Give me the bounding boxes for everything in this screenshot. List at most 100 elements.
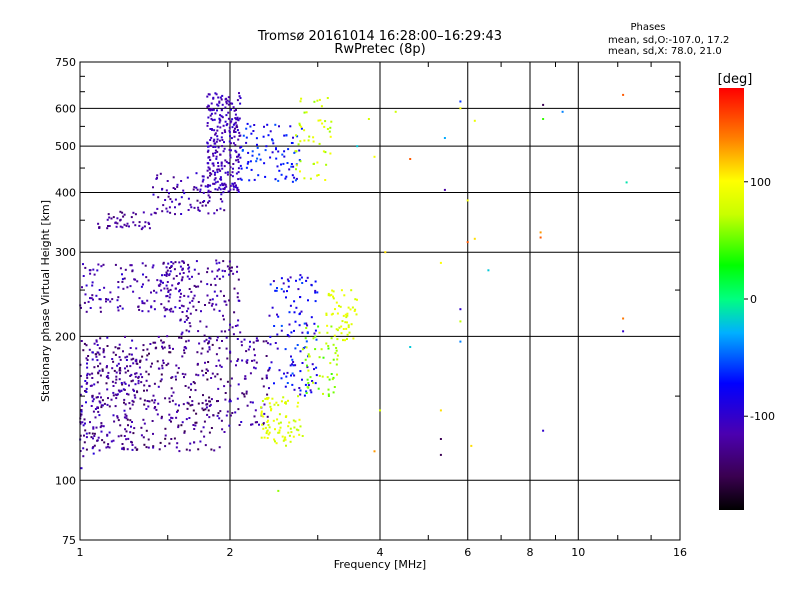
data-point bbox=[263, 436, 266, 439]
data-point bbox=[208, 431, 211, 434]
data-point bbox=[131, 421, 133, 423]
data-point bbox=[117, 296, 120, 299]
data-point bbox=[245, 392, 248, 395]
data-point bbox=[247, 151, 250, 154]
data-point bbox=[229, 360, 232, 363]
data-point bbox=[148, 227, 151, 230]
data-point bbox=[92, 427, 95, 430]
data-point bbox=[223, 209, 226, 212]
data-point bbox=[335, 347, 338, 349]
data-point bbox=[92, 426, 95, 429]
data-point bbox=[224, 330, 227, 333]
data-point bbox=[201, 347, 204, 350]
data-point bbox=[265, 432, 268, 435]
data-point bbox=[185, 448, 188, 451]
data-point bbox=[197, 301, 200, 303]
data-point bbox=[253, 354, 256, 357]
data-point bbox=[222, 318, 225, 321]
data-point bbox=[94, 353, 97, 356]
data-point bbox=[165, 189, 168, 192]
data-point bbox=[263, 162, 266, 165]
data-point bbox=[192, 409, 195, 412]
data-point bbox=[253, 415, 256, 418]
data-point bbox=[288, 421, 291, 424]
data-point bbox=[182, 272, 185, 274]
data-point bbox=[207, 162, 210, 165]
data-point bbox=[193, 294, 196, 297]
data-point bbox=[85, 432, 88, 435]
data-point bbox=[347, 326, 350, 329]
data-point bbox=[224, 392, 227, 394]
data-point bbox=[218, 101, 221, 104]
data-point bbox=[232, 183, 235, 186]
data-point bbox=[327, 294, 330, 297]
data-point bbox=[123, 401, 125, 404]
data-point bbox=[327, 388, 330, 391]
data-point bbox=[102, 348, 105, 351]
data-point bbox=[117, 435, 120, 438]
data-point bbox=[120, 382, 123, 384]
data-point bbox=[111, 380, 114, 383]
data-point bbox=[233, 311, 236, 314]
data-point bbox=[212, 162, 215, 165]
data-point bbox=[127, 393, 130, 396]
data-point bbox=[153, 382, 156, 385]
data-point bbox=[232, 142, 235, 145]
data-point bbox=[253, 178, 256, 181]
data-point bbox=[85, 448, 88, 451]
data-point bbox=[98, 449, 101, 452]
data-point bbox=[335, 301, 338, 304]
data-point bbox=[301, 282, 304, 284]
data-point bbox=[209, 403, 212, 406]
data-point bbox=[234, 325, 237, 327]
data-point bbox=[245, 360, 248, 363]
data-point bbox=[211, 270, 214, 273]
data-point bbox=[210, 112, 213, 115]
data-point bbox=[222, 275, 225, 278]
data-point bbox=[262, 135, 265, 138]
data-point bbox=[225, 114, 228, 117]
data-point bbox=[319, 119, 322, 122]
data-point bbox=[178, 261, 181, 264]
data-point bbox=[108, 446, 111, 449]
data-point bbox=[222, 124, 225, 127]
data-point bbox=[227, 103, 230, 106]
data-point bbox=[162, 281, 164, 284]
data-point bbox=[313, 332, 316, 335]
data-point bbox=[126, 222, 129, 225]
data-point bbox=[303, 394, 306, 397]
data-point bbox=[301, 348, 304, 351]
data-point bbox=[231, 171, 234, 174]
data-point bbox=[112, 385, 115, 387]
data-point bbox=[307, 369, 310, 372]
data-point bbox=[91, 358, 94, 361]
data-point bbox=[140, 285, 143, 288]
data-point bbox=[345, 316, 348, 319]
data-point bbox=[273, 403, 276, 406]
data-point bbox=[140, 434, 143, 437]
data-point bbox=[204, 304, 206, 306]
data-point bbox=[216, 339, 218, 342]
data-point bbox=[94, 408, 97, 410]
data-point bbox=[183, 294, 186, 297]
data-point bbox=[180, 196, 183, 199]
data-point bbox=[269, 156, 272, 159]
data-point bbox=[193, 284, 196, 287]
data-point bbox=[275, 157, 278, 160]
data-point bbox=[132, 432, 135, 435]
data-point bbox=[200, 430, 203, 433]
data-point bbox=[121, 280, 124, 283]
data-point bbox=[295, 279, 297, 282]
data-point bbox=[100, 430, 103, 433]
data-point bbox=[195, 285, 198, 288]
data-point bbox=[145, 276, 148, 279]
data-point bbox=[221, 167, 224, 170]
data-point bbox=[135, 372, 138, 375]
data-point bbox=[141, 302, 144, 305]
data-point bbox=[130, 358, 133, 361]
data-point bbox=[190, 290, 193, 293]
data-point bbox=[284, 416, 287, 418]
data-point bbox=[303, 139, 306, 142]
data-point bbox=[267, 134, 270, 137]
